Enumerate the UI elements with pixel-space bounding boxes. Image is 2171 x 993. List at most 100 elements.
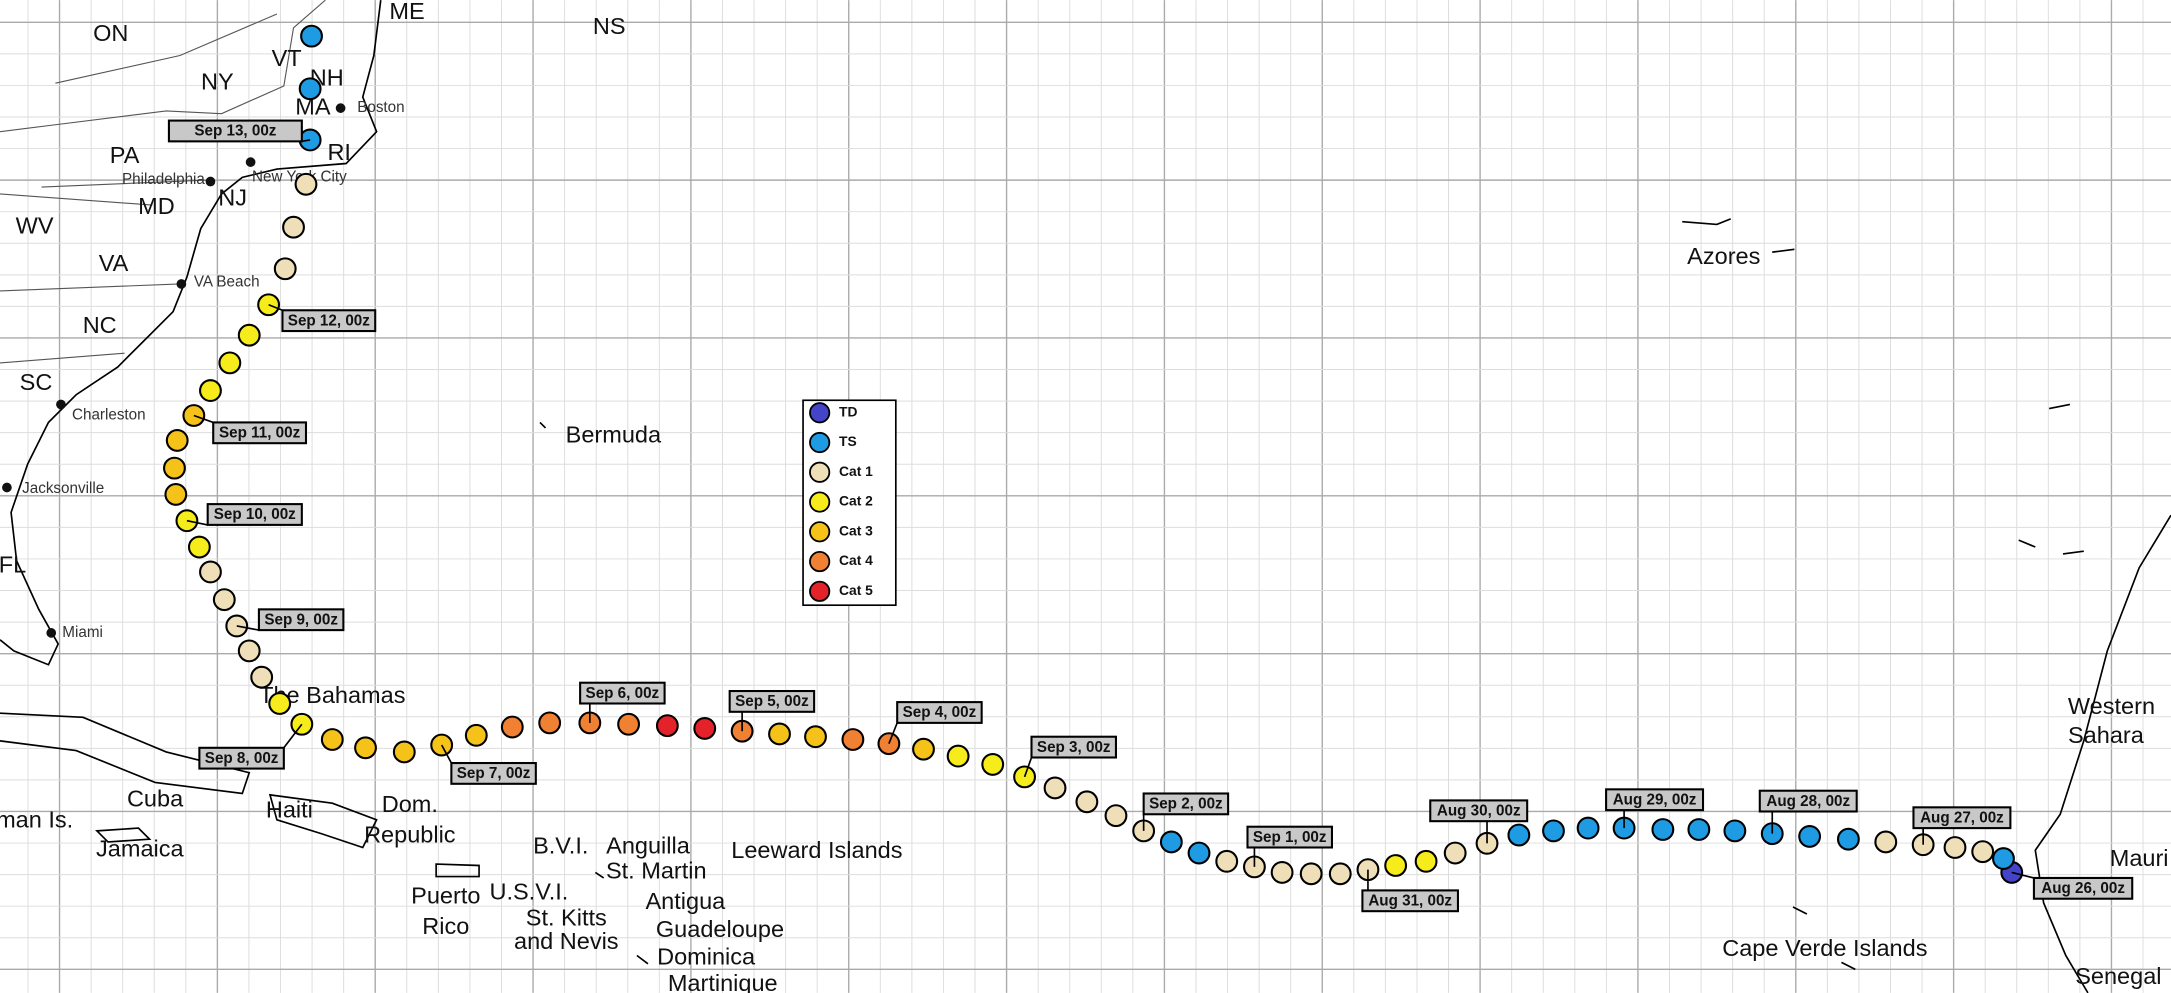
track-point [392,740,416,764]
place-label: Martinique [668,970,778,993]
track-point [268,692,292,715]
date-label: Sep 12, 00z [288,312,370,329]
city-dot [245,157,256,167]
legend-label: Cat 4 [839,552,873,568]
place-label: NJ [218,185,247,211]
date-label: Aug 28, 00z [1766,793,1850,810]
place-label: Jamaica [96,835,184,861]
track-point [290,712,314,736]
date-box [896,701,983,724]
legend-swatch [809,491,831,513]
date-box [450,761,537,785]
place-label: Puerto [411,883,480,909]
place-label: Dom. [382,791,438,817]
city-dot [205,176,216,187]
date-labels: Sep 13, 00z Sep 12, 00z Sep 11, 00z Sep 10,… [167,119,2134,913]
track-point [298,77,322,101]
track-point [617,712,641,736]
place-label: RI [327,139,351,165]
date-label: Sep 8, 00z [205,750,279,767]
track-point [320,728,344,751]
track-point [300,24,323,48]
track-point [199,560,222,584]
track-point [1159,830,1183,854]
track-point [981,752,1005,776]
legend-label: Cat 5 [839,582,873,598]
city-label: Philadelphia [122,171,205,188]
track-point [225,614,249,638]
legend-label: Cat 1 [839,463,873,479]
track-point [1187,841,1211,865]
date-label: Sep 5, 00z [735,693,809,710]
place-label: Azores [1687,243,1760,269]
place-label: U.S.V.I. [489,878,568,904]
city-label: VA Beach [194,274,260,291]
track-point [187,535,211,559]
leader-line [193,414,214,424]
track-point [768,722,791,746]
date-box [1912,806,2012,830]
place-label: ON [93,20,128,46]
track-point [218,351,242,375]
city-dot [56,399,66,410]
track-point [500,715,524,739]
city-label: Charleston [72,407,146,424]
city-label: Boston [357,99,404,116]
place-label: NS [593,13,626,39]
place-label: Republic [364,822,456,848]
track-point [1075,790,1099,814]
place-label: SC [20,369,53,395]
date-label: Sep 3, 00z [1037,739,1111,756]
track-point [877,732,901,756]
track-point [1874,830,1898,854]
track-point [912,737,935,761]
date-box [1758,789,1858,813]
track-point [199,379,222,403]
date-box [167,119,303,143]
leader-line [888,722,898,744]
date-box [281,309,377,333]
leader-line [283,723,303,749]
date-label: Aug 27, 00z [1920,809,2004,826]
place-label: Leeward Islands [731,837,902,863]
track-point [1414,849,1438,873]
place-label: Guadeloupe [656,916,784,942]
place-label: NY [201,68,234,94]
date-box [728,689,816,713]
date-box [1429,799,1529,823]
legend: TD TS Cat 1 Cat 2 Cat 3 Cat 4 Cat 5 [802,399,897,607]
place-label: ME [389,0,424,24]
place-label: man Is. [0,806,73,832]
date-box [257,608,345,632]
legend-label: Cat 3 [839,522,873,538]
place-label: and Nevis [514,928,619,954]
track-point [282,215,305,239]
track-point [294,172,318,196]
place-label: VT [272,45,302,71]
date-box [1030,735,1117,759]
track-point [165,429,189,452]
track-point [1270,860,1294,884]
track-point [841,728,865,751]
city-dot [335,103,346,113]
place-label: PA [110,142,140,168]
track-point [1651,818,1675,841]
track-point [1384,854,1408,877]
track-point [354,736,377,760]
date-box [206,503,303,526]
date-label: Sep 2, 00z [1149,796,1223,813]
track-point [1104,804,1128,828]
track-point [1992,847,2015,870]
track-point [655,714,679,738]
date-label: Sep 7, 00z [457,765,531,782]
track [163,24,2024,886]
leader-line [440,744,453,764]
place-label: Haiti [266,797,313,823]
date-box [579,681,666,705]
leader-line [1023,757,1033,778]
place-label: MD [138,193,175,219]
track-point [946,744,970,768]
legend-label: Cat 2 [839,493,873,509]
